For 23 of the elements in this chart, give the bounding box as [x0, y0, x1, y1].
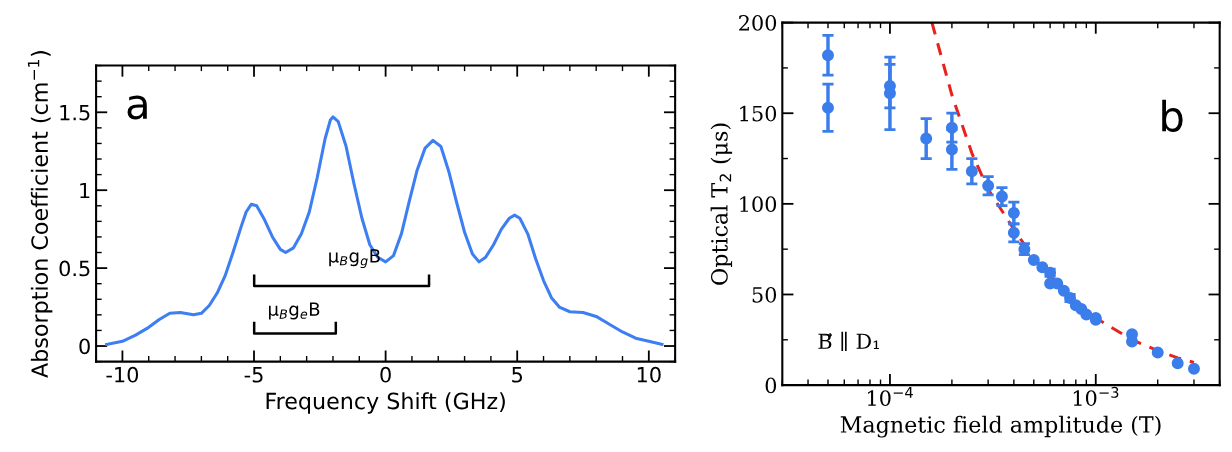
annotation: B⃗ ∥ D₁ — [818, 331, 879, 351]
x-tick-label: 5 — [512, 367, 523, 383]
x-axis-title: Frequency Shift (GHz) — [266, 392, 505, 414]
y-axis-title: Absorption Coefficient (cm$^{−1}$) — [27, 51, 53, 378]
y-tick-label: 50 — [752, 286, 777, 303]
x-tick-label: -5 — [244, 367, 263, 383]
annotation: μ$_{B}$g$_{e}$B — [269, 302, 320, 320]
y-tick-label: 100 — [740, 196, 777, 213]
annotation: b — [1162, 99, 1183, 132]
y-tick-label: 200 — [739, 15, 777, 31]
y-tick-label: 1 — [80, 182, 90, 199]
x-tick-label: 10$^{−4}$ — [868, 387, 913, 406]
y-axis-title: Optical T$_{2}$ (μs) — [710, 123, 733, 285]
y-tick-label: 150 — [740, 105, 777, 122]
y-tick-label: 0 — [79, 338, 90, 355]
x-tick-label: -10 — [106, 366, 139, 383]
x-tick-label: 10 — [637, 366, 661, 383]
y-tick-label: 0.5 — [59, 260, 90, 277]
x-tick-label: 10$^{−3}$ — [1073, 386, 1119, 406]
x-tick-label: 0 — [380, 366, 391, 383]
x-axis-title: Magnetic field amplitude (T) — [840, 415, 1161, 438]
annotation: a — [127, 95, 147, 120]
y-tick-label: 1.5 — [60, 105, 90, 121]
